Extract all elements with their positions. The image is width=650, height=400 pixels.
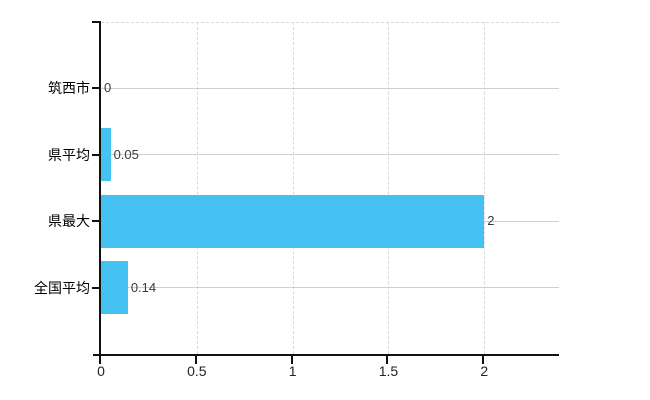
x-tick-label: 1 [288, 363, 297, 379]
y-tick [92, 220, 100, 223]
h-gridline [101, 287, 559, 289]
y-tick [92, 286, 100, 289]
bar-value-label: 0.05 [113, 146, 139, 162]
v-gridline [292, 22, 294, 354]
y-tick [92, 21, 100, 23]
x-tick [194, 356, 197, 364]
x-tick-label: 1.5 [378, 363, 399, 379]
bar-value-label: 0 [104, 80, 112, 96]
y-tick [92, 87, 100, 90]
category-label: 全国平均 [34, 279, 90, 296]
plot-top-border [101, 22, 559, 23]
v-gridline [196, 22, 198, 354]
y-tick [92, 153, 100, 156]
category-label: 県平均 [48, 146, 90, 163]
bar[interactable] [101, 194, 485, 248]
x-tick [386, 356, 389, 364]
v-gridline [388, 22, 390, 354]
bar-value-label: 0.14 [130, 279, 157, 295]
x-tick [99, 356, 101, 364]
x-tick [290, 356, 293, 364]
x-tick-label: 0 [97, 363, 105, 379]
h-gridline [101, 154, 559, 156]
bar[interactable] [101, 261, 128, 315]
bar[interactable] [101, 128, 111, 182]
x-tick-label: 2 [480, 363, 489, 379]
category-label: 筑西市 [48, 80, 90, 97]
v-gridline [484, 22, 486, 354]
x-tick-label: 0.5 [187, 363, 207, 379]
h-gridline [101, 87, 559, 89]
y-axis [99, 21, 101, 355]
bar-value-label: 2 [487, 213, 495, 229]
category-label: 県最大 [48, 213, 90, 230]
x-tick [482, 356, 485, 364]
x-axis [93, 354, 559, 356]
